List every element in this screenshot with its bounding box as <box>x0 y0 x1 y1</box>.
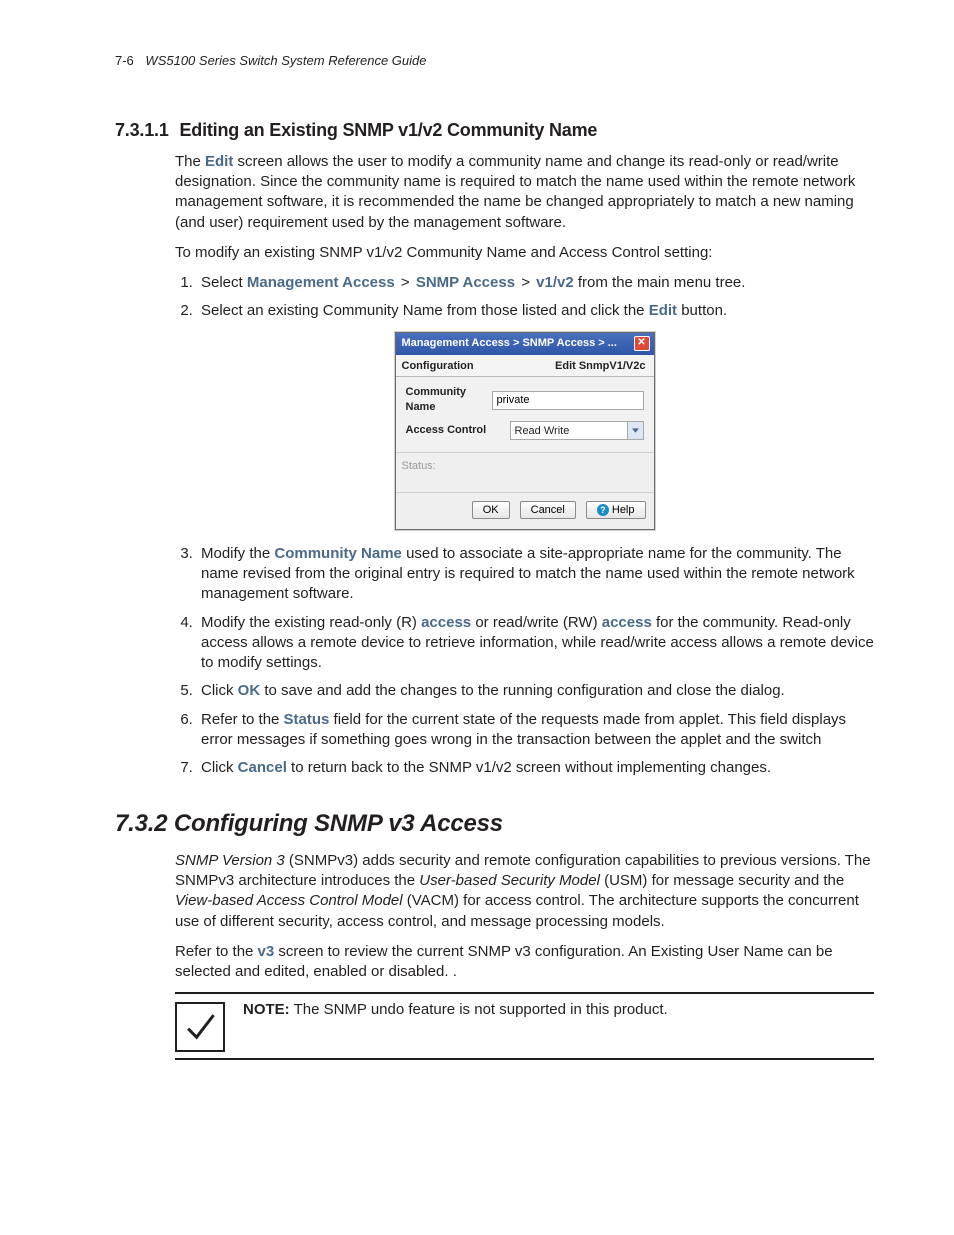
chevron-down-icon[interactable] <box>627 422 643 439</box>
step-5: Click OK to save and add the changes to … <box>197 681 874 701</box>
access-control-value: Read Write <box>511 422 627 439</box>
para-7311-2: To modify an existing SNMP v1/v2 Communi… <box>175 243 874 263</box>
access-row: Access Control Read Write <box>406 421 644 440</box>
access-control-label: Access Control <box>406 423 510 438</box>
dialog-title-text: Management Access > SNMP Access > ... <box>402 336 617 351</box>
term-vacm: View-based Access Control Model <box>175 892 403 909</box>
note-text: NOTE: The SNMP undo feature is not suppo… <box>243 1000 668 1020</box>
close-icon[interactable]: ✕ <box>634 336 650 351</box>
cancel-ref: Cancel <box>238 759 287 776</box>
step-3: Modify the Community Name used to associ… <box>197 544 874 605</box>
breadcrumb-management-access: Management Access <box>247 274 395 291</box>
step-1: Select Management Access > SNMP Access >… <box>197 273 874 293</box>
edit-snmp-dialog: Management Access > SNMP Access > ... ✕ … <box>395 332 655 530</box>
edit-button-ref: Edit <box>649 302 677 319</box>
steps-7311: Select Management Access > SNMP Access >… <box>175 273 874 322</box>
heading-7311: 7.3.1.1 Editing an Existing SNMP v1/v2 C… <box>115 118 874 142</box>
section-number-732: 7.3.2 <box>115 810 167 837</box>
dialog-body: Community Name Access Control Read Write <box>396 377 654 452</box>
ok-button[interactable]: OK <box>472 501 510 519</box>
access-ref-2: access <box>602 614 652 631</box>
ok-ref: OK <box>238 682 261 699</box>
section-title: Editing an Existing SNMP v1/v2 Community… <box>179 120 597 140</box>
v3-screen-ref: v3 <box>258 943 275 960</box>
dialog-button-row: OK Cancel ? Help <box>396 493 654 529</box>
dialog-subheader: Configuration Edit SnmpV1/V2c <box>396 355 654 378</box>
breadcrumb-snmp-access: SNMP Access <box>416 274 515 291</box>
para-732-2: Refer to the v3 screen to review the cur… <box>175 942 874 983</box>
para-732-1: SNMP Version 3 (SNMPv3) adds security an… <box>175 851 874 932</box>
community-name-ref: Community Name <box>274 545 402 562</box>
note-rule-top <box>175 992 874 994</box>
dialog-screenshot: Management Access > SNMP Access > ... ✕ … <box>175 332 874 530</box>
community-row: Community Name <box>406 385 644 415</box>
community-name-input[interactable] <box>492 391 644 410</box>
step-7: Click Cancel to return back to the SNMP … <box>197 758 874 778</box>
para-7311-1: The Edit screen allows the user to modif… <box>175 152 874 233</box>
status-field: Status: <box>396 452 654 493</box>
edit-screen-link: Edit <box>205 153 233 170</box>
community-name-label: Community Name <box>406 385 492 415</box>
dialog-titlebar: Management Access > SNMP Access > ... ✕ <box>396 333 654 355</box>
steps-7311-cont: Modify the Community Name used to associ… <box>175 544 874 779</box>
section-title-732: Configuring SNMP v3 Access <box>174 810 503 837</box>
page-header: 7-6 WS5100 Series Switch System Referenc… <box>115 52 874 70</box>
edit-mode-label: Edit SnmpV1/V2c <box>555 359 645 374</box>
note-box: NOTE: The SNMP undo feature is not suppo… <box>175 1000 874 1052</box>
step-4: Modify the existing read-only (R) access… <box>197 613 874 674</box>
term-snmpv3: SNMP Version 3 <box>175 852 285 869</box>
access-control-select[interactable]: Read Write <box>510 421 644 440</box>
note-label: NOTE: <box>243 1001 290 1018</box>
page-number: 7-6 <box>115 53 134 68</box>
breadcrumb-v1v2: v1/v2 <box>536 274 574 291</box>
note-rule-bottom <box>175 1058 874 1060</box>
section-number: 7.3.1.1 <box>115 120 169 140</box>
help-icon: ? <box>597 504 609 516</box>
term-usm: User-based Security Model <box>419 872 600 889</box>
config-label: Configuration <box>402 359 474 374</box>
cancel-button[interactable]: Cancel <box>520 501 576 519</box>
help-button[interactable]: ? Help <box>586 501 646 519</box>
step-2: Select an existing Community Name from t… <box>197 301 874 321</box>
heading-732: 7.3.2 Configuring SNMP v3 Access <box>115 808 874 840</box>
status-ref: Status <box>284 711 330 728</box>
step-6: Refer to the Status field for the curren… <box>197 710 874 751</box>
checkmark-icon <box>175 1002 225 1052</box>
access-ref-1: access <box>421 614 471 631</box>
doc-title: WS5100 Series Switch System Reference Gu… <box>145 53 426 68</box>
